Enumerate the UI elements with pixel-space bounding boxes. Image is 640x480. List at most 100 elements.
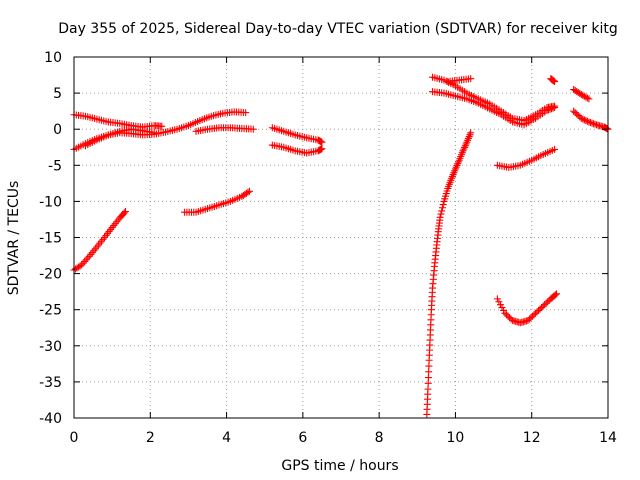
y-tick-label: 0 (53, 122, 62, 138)
series-arc-5 (70, 208, 129, 274)
y-tick-label: -30 (39, 339, 62, 355)
data-point (501, 309, 509, 317)
data-point-interpolated (120, 209, 128, 217)
data-point-interpolated (111, 220, 119, 228)
data-point (585, 95, 593, 103)
data-point-interpolated (538, 304, 546, 312)
data-point (539, 302, 547, 310)
data-point-interpolated (549, 104, 557, 112)
series-arc-7 (268, 124, 326, 146)
series-arc-13 (493, 145, 559, 171)
data-point-interpolated (79, 259, 87, 267)
data-point-interpolated (591, 120, 599, 128)
data-point-interpolated (544, 298, 552, 306)
y-tick-label: 10 (44, 50, 62, 66)
data-point-interpolated (454, 160, 462, 168)
y-tick-label: -20 (39, 267, 62, 283)
data-point-interpolated (551, 291, 559, 299)
y-tick-label: -15 (39, 231, 62, 247)
series-arc-12 (444, 75, 475, 86)
data-point-interpolated (541, 301, 549, 309)
y-axis-label: SDTVAR / TECUs (6, 181, 22, 296)
data-point-interpolated (542, 299, 550, 307)
data-point-interpolated (528, 312, 536, 320)
data-point-interpolated (525, 315, 533, 323)
series-arc-4 (192, 124, 257, 135)
data-point (467, 129, 475, 137)
grid-lines (74, 57, 608, 418)
series-arc-17 (570, 107, 612, 133)
series-arc-6 (181, 187, 253, 216)
data-point-interpolated (582, 117, 590, 125)
data-point-interpolated (94, 241, 102, 249)
y-tick-label: -35 (39, 375, 62, 391)
y-tick-label: -25 (39, 303, 62, 319)
data-point-interpolated (454, 158, 462, 166)
x-tick-label: 12 (523, 430, 541, 446)
x-tick-label: 4 (222, 430, 231, 446)
series-arc-11 (429, 88, 559, 129)
data-point-interpolated (574, 111, 582, 119)
data-point-interpolated (462, 140, 470, 148)
series-arc-14 (493, 290, 561, 327)
series-arc-9 (423, 129, 475, 418)
data-point-interpolated (504, 312, 512, 320)
data-point (577, 91, 585, 99)
x-tick-label: 6 (298, 430, 307, 446)
data-point-interpolated (499, 306, 507, 314)
x-tick-label: 0 (70, 430, 79, 446)
y-tick-label: 5 (53, 86, 62, 102)
data-point-interpolated (113, 218, 121, 226)
data-point-interpolated (549, 76, 557, 84)
series-arc-2 (70, 108, 250, 153)
data-point-interpolated (579, 115, 587, 123)
data-point-interpolated (503, 311, 511, 319)
chart-title: Day 355 of 2025, Sidereal Day-to-day VTE… (58, 21, 618, 37)
data-point (467, 75, 475, 83)
data-point (524, 317, 532, 325)
data-point-interpolated (90, 247, 98, 255)
series-arc-15 (547, 75, 559, 86)
data-point-interpolated (583, 117, 591, 125)
data-point-interpolated (546, 105, 554, 113)
series-arc-8 (268, 141, 326, 157)
data-point-interpolated (461, 143, 469, 151)
data-point-interpolated (81, 257, 89, 265)
data-point-interpolated (586, 119, 594, 127)
data-point-interpolated (548, 105, 556, 113)
data-point-interpolated (590, 120, 598, 128)
data-point (551, 104, 559, 112)
data-point (551, 145, 559, 153)
data-point-interpolated (533, 308, 541, 316)
data-point (570, 107, 578, 115)
y-tick-labels: 10 5 0 -5 -10 -15 -20 -25 -30 -35 -40 (39, 50, 62, 427)
y-tick-label: -5 (48, 158, 62, 174)
data-point-interpolated (573, 110, 581, 118)
y-tick-label: -40 (39, 411, 62, 427)
data-point (93, 243, 101, 251)
data-point (245, 187, 253, 195)
data-point (553, 290, 561, 298)
data-point-interpolated (495, 298, 503, 306)
data-point-interpolated (498, 304, 506, 312)
data-point (121, 208, 129, 216)
data-point-interpolated (588, 119, 596, 127)
data-point (551, 78, 559, 86)
series-arc-1 (70, 111, 166, 131)
data-point-interpolated (453, 161, 461, 169)
data-point (577, 114, 585, 122)
data-point-interpolated (439, 201, 447, 209)
x-tick-label: 14 (599, 430, 617, 446)
data-point-interpolated (96, 239, 104, 247)
data-point-interpolated (579, 91, 587, 99)
data-point-interpolated (99, 235, 107, 243)
data-point-interpolated (580, 116, 588, 124)
series-arc-16 (570, 85, 593, 103)
y-tick-label: -10 (39, 194, 62, 210)
data-point-interpolated (452, 163, 460, 171)
data-point (85, 252, 93, 260)
data-point (436, 213, 444, 221)
data-point (493, 295, 501, 303)
data-point (318, 138, 326, 146)
